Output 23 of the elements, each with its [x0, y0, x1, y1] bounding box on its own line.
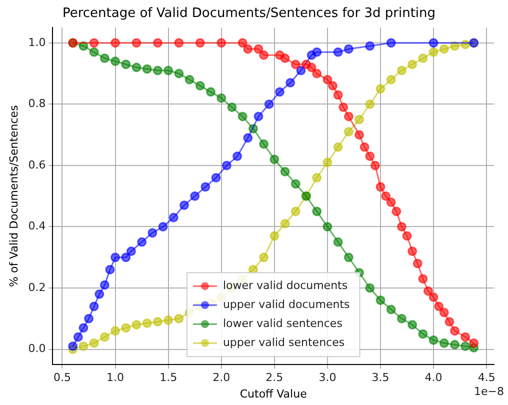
legend-label: lower valid sentences	[222, 316, 343, 330]
legend-label: lower valid documents	[222, 278, 348, 292]
text: 1e−8	[474, 384, 504, 398]
x-tick-label: 2.5	[266, 371, 284, 384]
x-tick-label: 2.0	[212, 371, 230, 384]
y-tick-label: 0.4	[28, 220, 46, 233]
legend-label: upper valid sentences	[222, 336, 345, 349]
legend-label: upper valid documents	[222, 298, 350, 311]
x-tick-label: 4.5	[478, 371, 496, 384]
y-axis-title: % of Valid Documents/Sentences	[7, 104, 20, 287]
x-tick-label: 1.5	[160, 371, 178, 384]
x-tick-label: 0.5	[53, 371, 71, 384]
x-axis-title: Cutoff Value	[240, 387, 308, 400]
y-tick-label: 0.0	[28, 342, 46, 356]
chart-title: Percentage of Valid Documents/Sentences for 3d printing	[62, 6, 436, 22]
y-tick-label: 0.2	[28, 280, 46, 294]
x-tick-label: 4.0	[424, 371, 442, 384]
y-tick-label: 0.6	[28, 158, 46, 172]
x-tick-label: 3.5	[372, 371, 390, 384]
x-tick-label: 3.0	[318, 371, 336, 384]
y-tick-label: 0.8	[28, 97, 46, 110]
x-tick-label: 1.0	[106, 371, 124, 384]
y-tick-label: 1.0	[28, 36, 46, 49]
